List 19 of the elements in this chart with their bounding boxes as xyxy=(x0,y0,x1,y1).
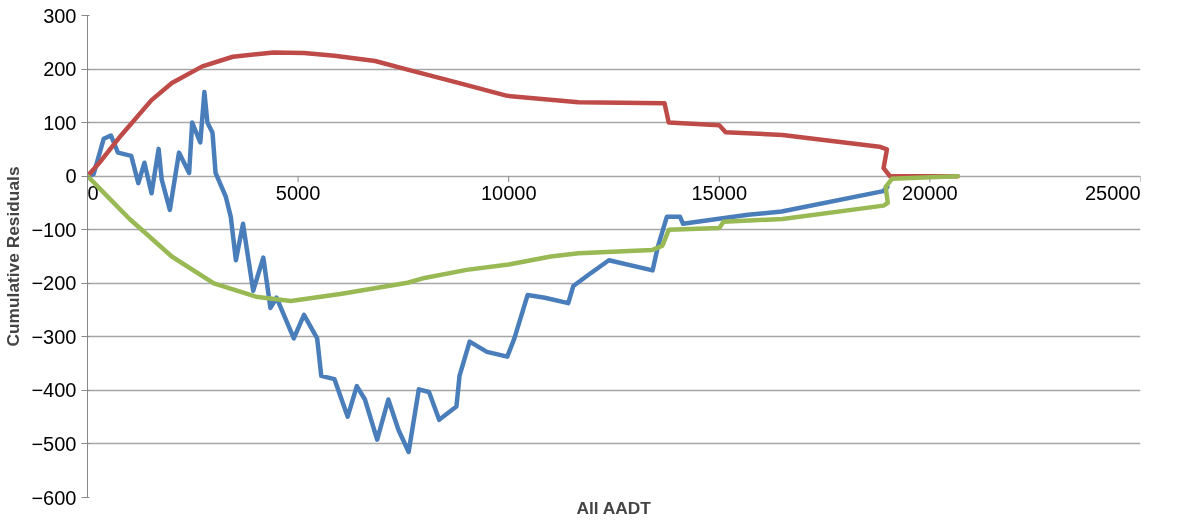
y-axis-title: Cumulative Residuals xyxy=(3,166,24,347)
y-tick-label: −300 xyxy=(31,325,77,348)
x-tick-label: 15000 xyxy=(691,182,748,205)
x-tick-label: 25000 xyxy=(1084,182,1141,205)
y-tick-label: 200 xyxy=(43,58,77,81)
y-tick-label: 300 xyxy=(43,4,77,27)
x-tick-label: 20000 xyxy=(902,182,958,205)
y-tick-label: −200 xyxy=(31,272,77,295)
x-tick-label: 10000 xyxy=(480,182,537,205)
y-tick-label: −400 xyxy=(31,379,77,402)
x-tick-label: 0 xyxy=(87,182,99,205)
y-tick-label: 100 xyxy=(43,111,77,134)
y-tick-label: −500 xyxy=(31,432,77,455)
y-tick-label: 0 xyxy=(65,165,77,188)
x-tick-label: 5000 xyxy=(275,182,321,205)
x-axis-title: All AADT xyxy=(576,497,652,518)
y-tick-label: −600 xyxy=(31,486,77,509)
line-series xyxy=(87,173,960,304)
y-tick-label: −100 xyxy=(31,218,77,241)
